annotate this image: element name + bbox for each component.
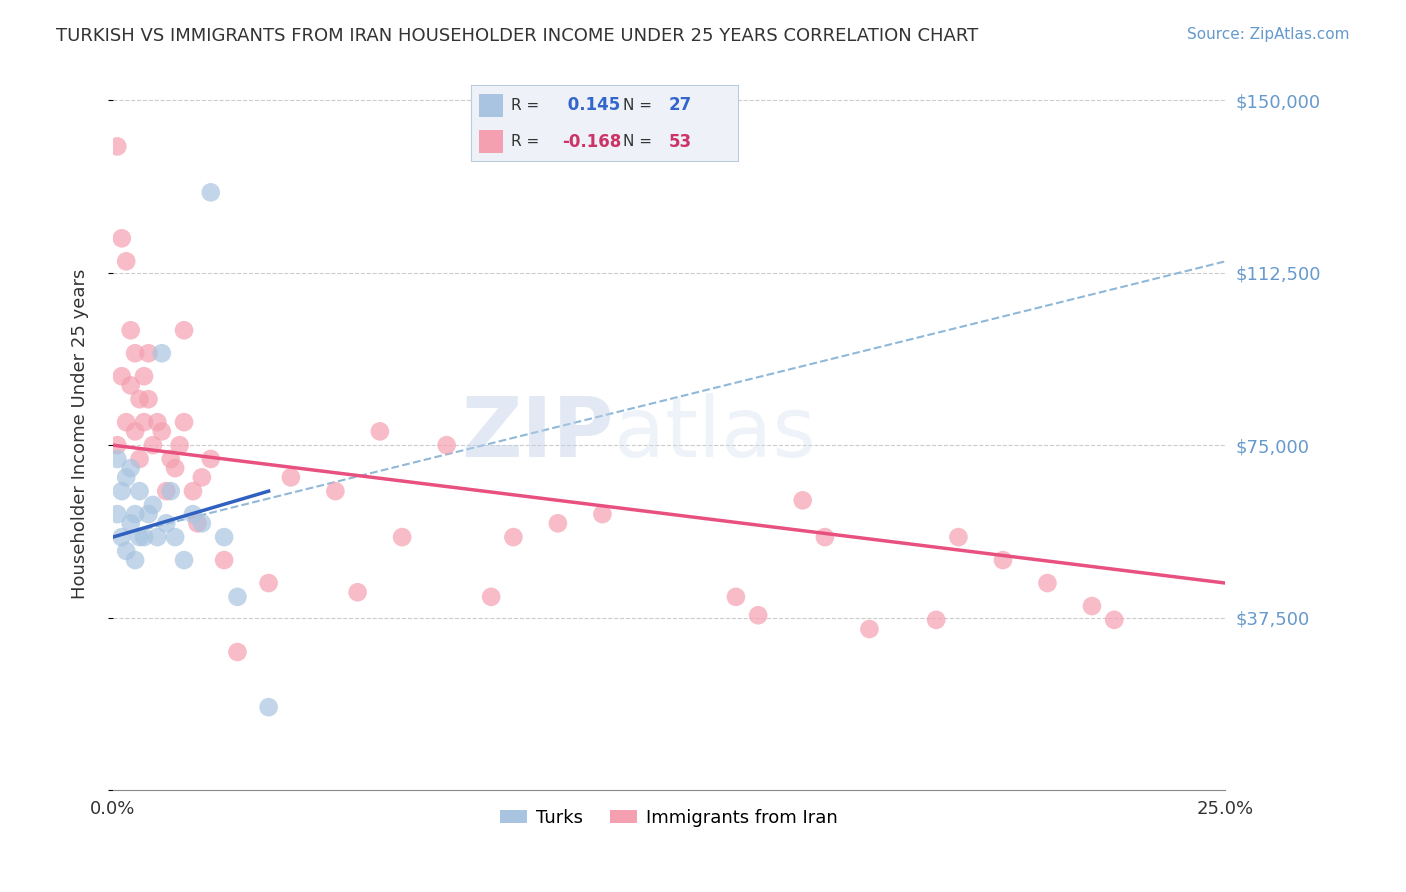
Bar <box>479 130 503 153</box>
Point <box>124 425 146 439</box>
Text: R =: R = <box>512 134 544 149</box>
Point <box>226 590 249 604</box>
Point <box>391 530 413 544</box>
Point <box>547 516 569 531</box>
Point <box>124 507 146 521</box>
Point <box>159 452 181 467</box>
Point <box>150 425 173 439</box>
Y-axis label: Householder Income Under 25 years: Householder Income Under 25 years <box>72 268 89 599</box>
Point <box>165 530 187 544</box>
Point <box>280 470 302 484</box>
Point <box>200 452 222 467</box>
Point <box>124 346 146 360</box>
Point <box>191 470 214 484</box>
Point <box>169 438 191 452</box>
Point <box>146 415 169 429</box>
Point <box>132 415 155 429</box>
Point <box>257 700 280 714</box>
Point <box>124 553 146 567</box>
Point <box>128 392 150 407</box>
Point <box>200 186 222 200</box>
Point <box>173 323 195 337</box>
Point <box>1102 613 1125 627</box>
Point <box>120 461 142 475</box>
Point <box>105 438 128 452</box>
Point <box>115 470 138 484</box>
Point <box>120 516 142 531</box>
Point <box>142 498 165 512</box>
Point <box>120 323 142 337</box>
Point <box>1036 576 1059 591</box>
Point <box>181 507 204 521</box>
Point <box>142 438 165 452</box>
Point <box>212 530 235 544</box>
Point <box>111 484 134 499</box>
Point <box>186 516 208 531</box>
Text: -0.168: -0.168 <box>562 133 621 151</box>
Point <box>105 507 128 521</box>
Point <box>155 484 177 499</box>
Point <box>368 425 391 439</box>
Text: 0.145: 0.145 <box>562 96 620 114</box>
Point <box>792 493 814 508</box>
Point <box>155 516 177 531</box>
Text: N =: N = <box>623 134 657 149</box>
Point <box>138 392 160 407</box>
Text: 53: 53 <box>669 133 692 151</box>
Point <box>173 553 195 567</box>
Point <box>1081 599 1104 613</box>
Point <box>212 553 235 567</box>
Point <box>128 484 150 499</box>
Text: TURKISH VS IMMIGRANTS FROM IRAN HOUSEHOLDER INCOME UNDER 25 YEARS CORRELATION CH: TURKISH VS IMMIGRANTS FROM IRAN HOUSEHOL… <box>56 27 979 45</box>
Point <box>146 530 169 544</box>
Point <box>128 452 150 467</box>
Point <box>115 544 138 558</box>
Point <box>173 415 195 429</box>
Point <box>115 415 138 429</box>
Point <box>436 438 458 452</box>
Point <box>138 507 160 521</box>
Point <box>105 139 128 153</box>
Text: R =: R = <box>512 98 544 112</box>
Point <box>115 254 138 268</box>
Point <box>925 613 948 627</box>
Point <box>111 369 134 384</box>
Text: 27: 27 <box>669 96 692 114</box>
Legend: Turks, Immigrants from Iran: Turks, Immigrants from Iran <box>494 802 845 834</box>
Point <box>105 452 128 467</box>
Point <box>747 608 769 623</box>
Point <box>226 645 249 659</box>
Point <box>111 231 134 245</box>
Point <box>191 516 214 531</box>
Text: atlas: atlas <box>613 393 815 475</box>
Point <box>159 484 181 499</box>
Point <box>120 378 142 392</box>
Point <box>257 576 280 591</box>
Point <box>814 530 837 544</box>
Point <box>479 590 502 604</box>
Point <box>502 530 524 544</box>
Point <box>128 530 150 544</box>
Point <box>132 369 155 384</box>
Text: Source: ZipAtlas.com: Source: ZipAtlas.com <box>1187 27 1350 42</box>
Point <box>346 585 368 599</box>
Point <box>165 461 187 475</box>
Bar <box>479 94 503 117</box>
Point <box>948 530 970 544</box>
Point <box>325 484 347 499</box>
Point <box>132 530 155 544</box>
Point <box>591 507 613 521</box>
Point <box>150 346 173 360</box>
Point <box>111 530 134 544</box>
Point <box>858 622 880 636</box>
Point <box>991 553 1014 567</box>
Text: N =: N = <box>623 98 657 112</box>
Text: ZIP: ZIP <box>461 393 613 475</box>
Point <box>138 346 160 360</box>
Point <box>181 484 204 499</box>
Point <box>724 590 747 604</box>
